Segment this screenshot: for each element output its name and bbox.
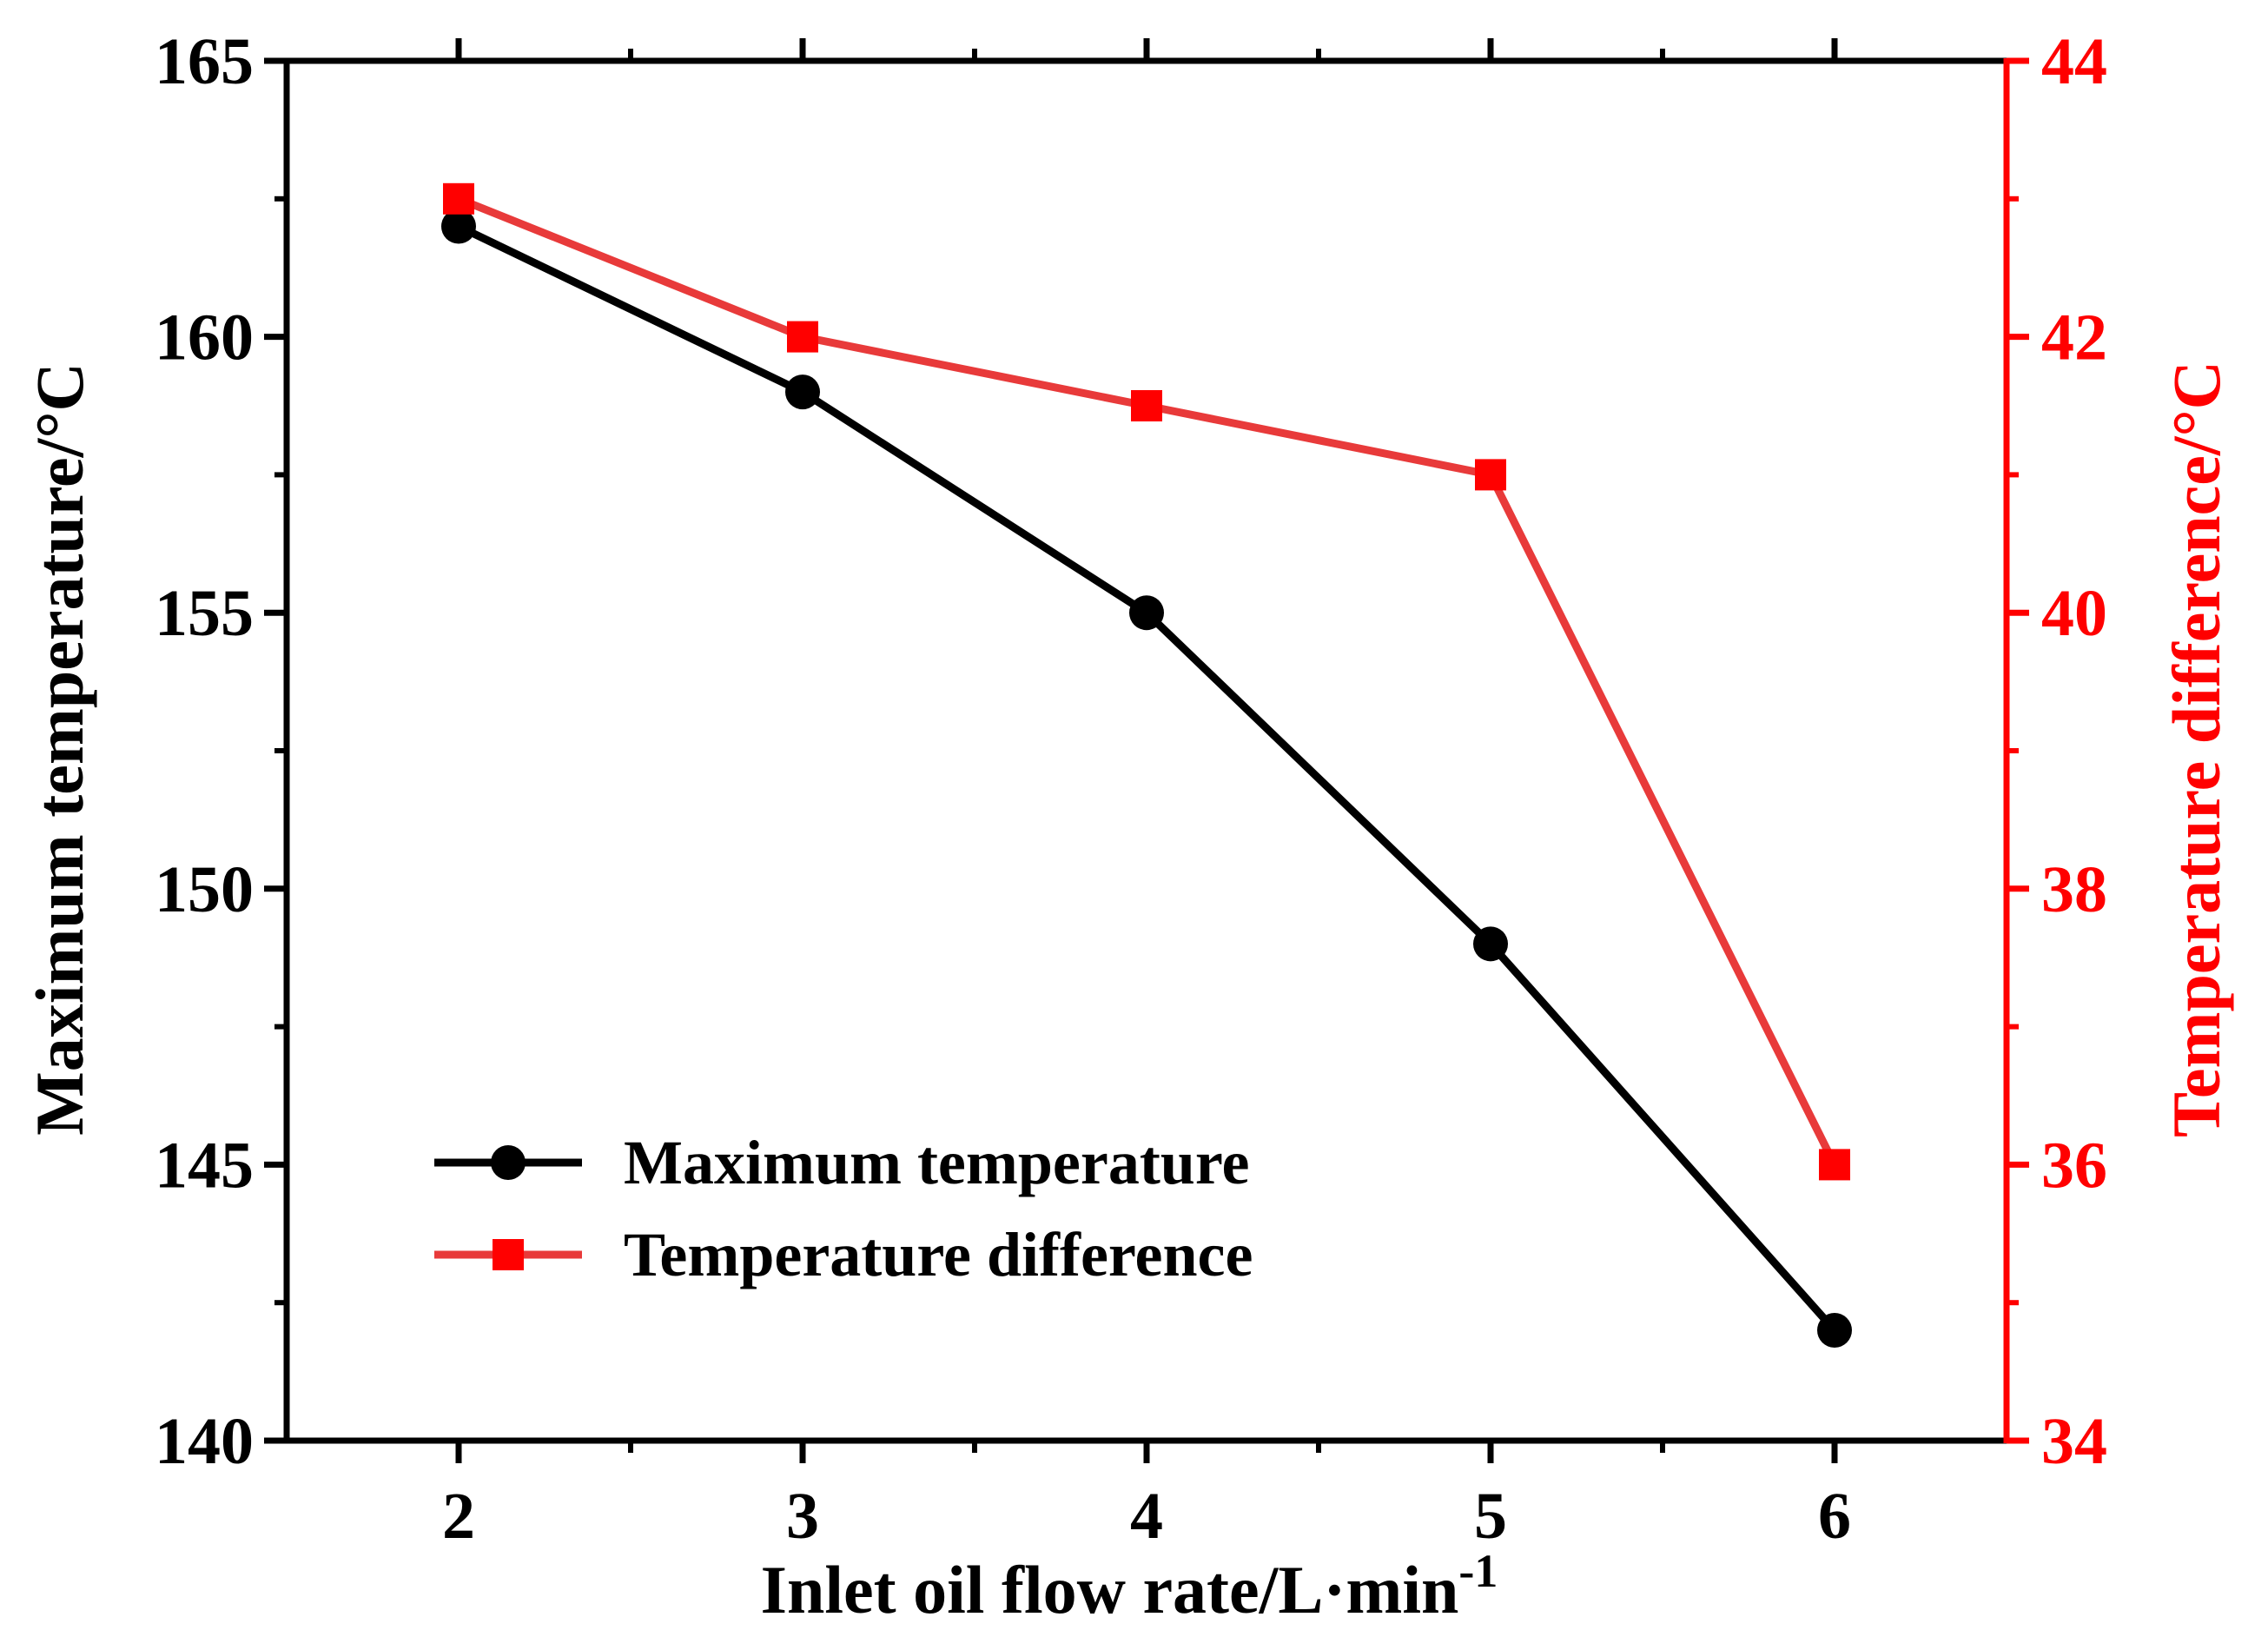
y-left-tick-label: 140	[155, 1405, 254, 1478]
y-right-tick-label: 36	[2041, 1129, 2107, 1202]
legend-marker-temperature-difference	[493, 1239, 524, 1270]
data-point-temperature-difference	[1475, 459, 1506, 491]
legend: Maximum temperature Temperature differen…	[434, 1128, 1253, 1289]
y-left-tick-label: 150	[155, 853, 254, 926]
data-point-maximum-temperature	[441, 209, 476, 244]
x-tick-label: 4	[1130, 1480, 1163, 1553]
y-right-tick-label: 38	[2041, 853, 2107, 926]
series-layer	[441, 182, 1852, 1348]
data-point-maximum-temperature	[785, 374, 820, 410]
x-tick-label: 3	[786, 1480, 819, 1553]
x-tick-label: 6	[1818, 1480, 1851, 1553]
data-point-maximum-temperature	[1817, 1312, 1852, 1348]
x-tick-label: 5	[1474, 1480, 1507, 1553]
data-point-temperature-difference	[443, 182, 474, 215]
y-right-tick-label: 34	[2041, 1405, 2107, 1478]
y-right-tick-label: 40	[2041, 577, 2107, 650]
data-point-temperature-difference	[1819, 1149, 1850, 1181]
legend-label-temperature-difference: Temperature difference	[624, 1220, 1253, 1289]
data-point-maximum-temperature	[1473, 926, 1508, 962]
y-left-tick-label: 165	[155, 25, 254, 98]
y-right-tick-label: 42	[2041, 302, 2107, 374]
y-left-tick-label: 160	[155, 302, 254, 374]
data-point-temperature-difference	[787, 321, 818, 353]
x-tick-label: 2	[442, 1480, 475, 1553]
x-axis-title: Inlet oil flow rate/L·min-1	[761, 1545, 1498, 1627]
y-left-tick-label: 155	[155, 577, 254, 650]
y-axis-title-left: Maximum temperature/°C	[22, 362, 97, 1136]
legend-marker-maximum-temperature	[491, 1145, 526, 1180]
y-axis-title-right: Temperature difference/°C	[2159, 361, 2234, 1137]
y-right-tick-label: 44	[2041, 25, 2107, 98]
data-point-temperature-difference	[1131, 390, 1162, 421]
series-line-temperature-difference	[457, 195, 1839, 1167]
legend-label-maximum-temperature: Maximum temperature	[624, 1128, 1249, 1197]
y-left-tick-label: 145	[155, 1129, 254, 1202]
data-point-maximum-temperature	[1129, 595, 1164, 631]
